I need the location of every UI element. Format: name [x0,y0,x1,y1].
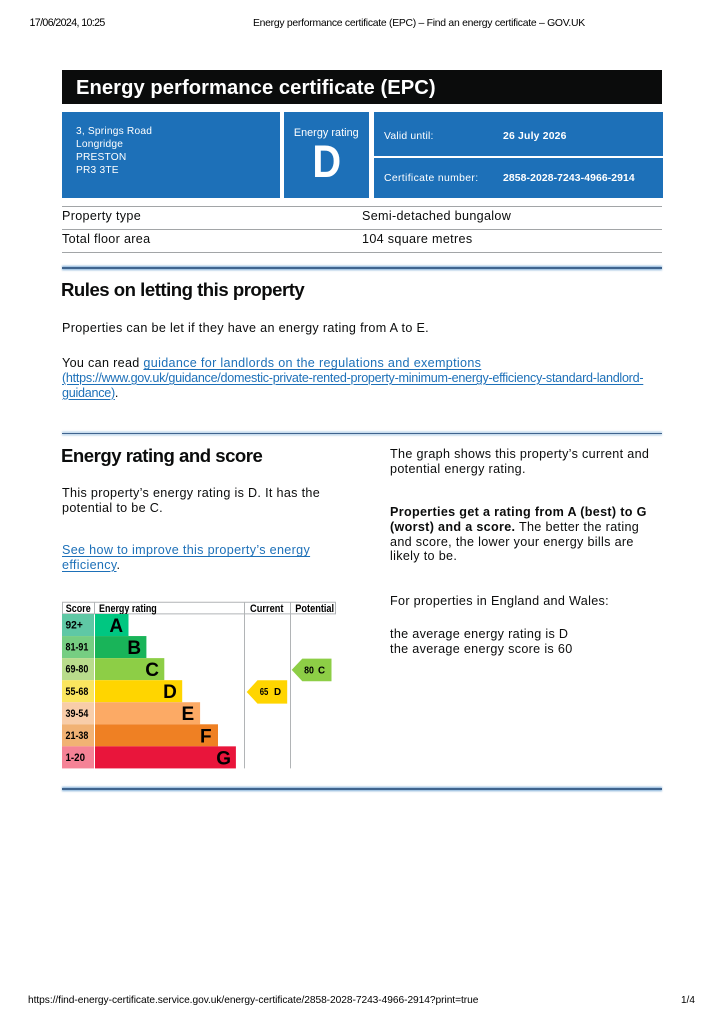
svg-text:55-68: 55-68 [66,686,89,698]
svg-text:81-91: 81-91 [66,642,89,654]
svg-text:Energy rating: Energy rating [99,603,157,615]
svg-text:65: 65 [260,687,269,698]
svg-text:C: C [145,660,159,681]
svg-text:1-20: 1-20 [66,752,86,764]
svg-text:B: B [127,638,141,659]
svg-text:Score: Score [66,603,91,615]
svg-text:39-54: 39-54 [66,708,89,720]
svg-text:G: G [216,748,231,769]
svg-text:E: E [182,704,195,725]
svg-text:D: D [163,682,177,703]
svg-text:21-38: 21-38 [66,730,89,742]
svg-text:F: F [200,726,212,747]
svg-text:80: 80 [304,665,314,676]
svg-text:D: D [274,687,281,698]
svg-text:A: A [109,616,123,637]
svg-text:69-80: 69-80 [66,664,89,676]
svg-text:Current: Current [250,603,284,615]
svg-text:C: C [318,665,325,676]
svg-text:92+: 92+ [66,620,83,632]
svg-text:Potential: Potential [295,603,334,615]
